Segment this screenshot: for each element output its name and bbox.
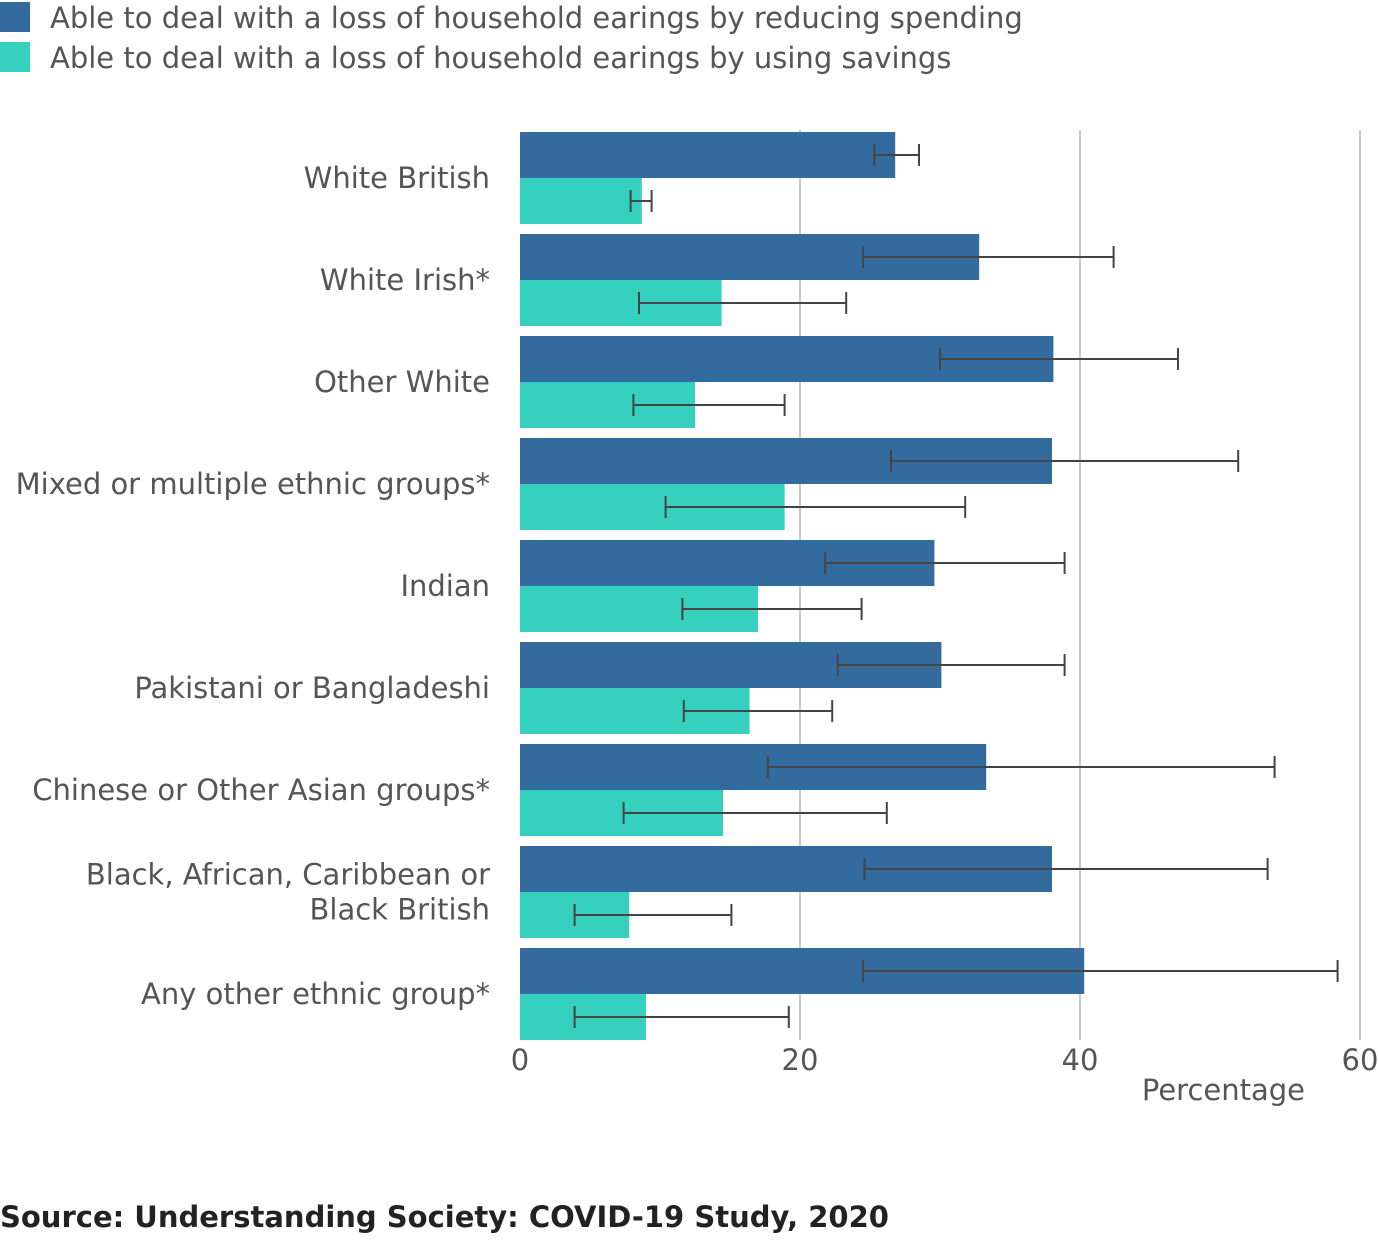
error-bars xyxy=(573,144,1339,1028)
x-tick-label-60: 60 xyxy=(1342,1043,1378,1077)
error-bar-spending-4 xyxy=(824,552,1066,574)
error-bar-spending-1 xyxy=(862,246,1115,268)
x-tick-label-40: 40 xyxy=(1062,1043,1099,1077)
error-bar-savings-0 xyxy=(629,190,653,212)
bar-spending-0 xyxy=(520,132,896,178)
category-labels: White British White Irish* Other White Mixe… xyxy=(16,161,490,1011)
category-label-5: Pakistani or Bangladeshi xyxy=(134,671,490,705)
x-axis-label: Percentage xyxy=(1142,1073,1305,1107)
error-bar-spending-0 xyxy=(873,144,920,166)
category-label-3: Mixed or multiple ethnic groups* xyxy=(16,467,490,501)
category-label-line: Mixed or multiple ethnic groups* xyxy=(16,467,490,501)
error-bar-spending-3 xyxy=(890,450,1240,472)
category-label-line: Indian xyxy=(400,569,490,603)
category-label-0: White British xyxy=(304,161,490,195)
error-bar-savings-4 xyxy=(681,598,863,620)
category-label-line: Black British xyxy=(310,893,490,927)
x-tick-label-0: 0 xyxy=(511,1043,529,1077)
category-label-4: Indian xyxy=(400,569,490,603)
error-bar-savings-6 xyxy=(622,802,888,824)
error-bar-spending-5 xyxy=(836,654,1066,676)
legend-label-reducing-spending: Able to deal with a loss of household ea… xyxy=(50,1,1023,35)
category-label-line: Chinese or Other Asian groups* xyxy=(32,773,490,807)
category-label-6: Chinese or Other Asian groups* xyxy=(32,773,490,807)
category-label-7: Black, African, Caribbean or Black Britis… xyxy=(86,858,490,927)
error-bar-spending-8 xyxy=(862,960,1339,982)
legend-swatch-reducing-spending xyxy=(0,2,30,32)
category-label-line: Black, African, Caribbean or xyxy=(86,858,490,892)
error-bar-savings-1 xyxy=(638,292,848,314)
legend-swatch-using-savings xyxy=(0,42,30,72)
category-label-line: Any other ethnic group* xyxy=(141,977,490,1011)
legend-label-using-savings: Able to deal with a loss of household ea… xyxy=(50,41,952,75)
bars xyxy=(520,132,1085,1040)
source-note: Source: Understanding Society: COVID-19 … xyxy=(0,1200,889,1234)
bar-chart: White British White Irish* Other White Mixe… xyxy=(16,130,1378,1107)
error-bar-savings-5 xyxy=(682,700,834,722)
category-label-line: Other White xyxy=(314,365,490,399)
error-bar-savings-8 xyxy=(573,1006,790,1028)
error-bar-savings-3 xyxy=(664,496,967,518)
x-tick-label-20: 20 xyxy=(782,1043,819,1077)
category-label-1: White Irish* xyxy=(320,263,490,297)
error-bar-spending-7 xyxy=(863,858,1269,880)
category-label-line: Pakistani or Bangladeshi xyxy=(134,671,490,705)
error-bar-savings-7 xyxy=(573,904,733,926)
x-tick-labels: 0 20 40 60 xyxy=(511,1043,1378,1077)
category-label-line: White British xyxy=(304,161,490,195)
error-bar-savings-2 xyxy=(632,394,786,416)
category-label-2: Other White xyxy=(314,365,490,399)
legend-item-reducing-spending: Able to deal with a loss of household ea… xyxy=(0,0,1100,40)
bar-savings-0 xyxy=(520,178,642,224)
category-label-8: Any other ethnic group* xyxy=(141,977,490,1011)
error-bar-spending-6 xyxy=(766,756,1276,778)
legend-item-using-savings: Able to deal with a loss of household ea… xyxy=(0,40,1100,80)
category-label-line: White Irish* xyxy=(320,263,490,297)
error-bar-spending-2 xyxy=(939,348,1179,370)
